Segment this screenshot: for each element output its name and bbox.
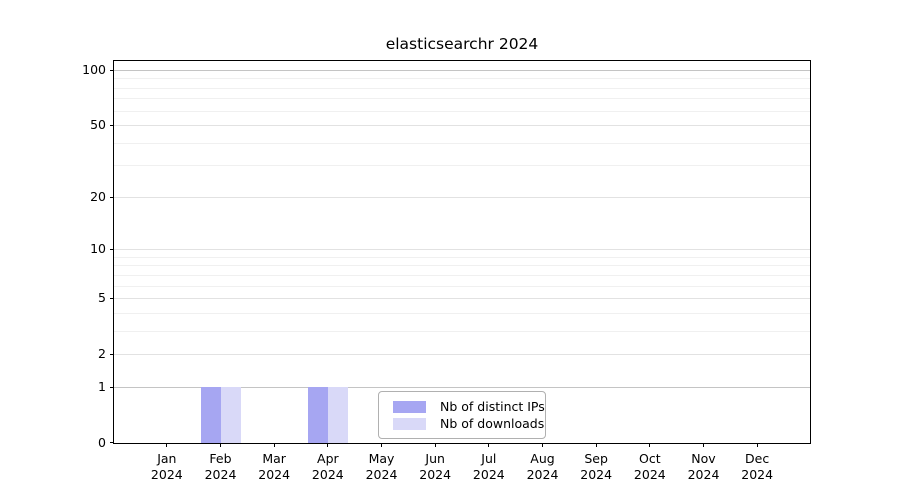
bar-downloads <box>220 387 241 443</box>
x-tick-mark <box>166 443 168 447</box>
x-tick-label-year: 2024 <box>258 466 291 482</box>
y-tick-mark <box>110 354 114 355</box>
x-tick-mark <box>434 443 436 447</box>
y-tick-mark <box>110 298 114 299</box>
x-tick-label: Mar 2024 <box>242 451 306 482</box>
x-tick-mark <box>327 443 329 447</box>
y-tick-mark <box>110 442 114 443</box>
x-tick-label: Sep 2024 <box>564 451 628 482</box>
x-tick-mark <box>542 443 543 447</box>
x-tick-label-month: Feb <box>209 451 232 466</box>
x-tick-label-month: Jan <box>157 451 177 466</box>
gridline-minor <box>114 98 810 99</box>
x-tick-label-month: Oct <box>639 451 661 466</box>
gridline-minor <box>114 331 810 332</box>
x-tick-mark <box>595 443 597 447</box>
gridline-minor <box>114 165 810 166</box>
x-tick-label-year: 2024 <box>204 466 237 482</box>
x-tick-label-year: 2024 <box>633 466 666 482</box>
y-tick-mark <box>110 70 114 71</box>
x-tick-label-month: Mar <box>262 451 286 466</box>
x-tick-label: Dec 2024 <box>725 451 789 482</box>
x-tick-label-year: 2024 <box>419 466 452 482</box>
y-tick-label: 100 <box>82 62 106 77</box>
gridline-major <box>114 354 810 355</box>
gridline-minor <box>114 275 810 276</box>
x-tick-label-month: Apr <box>317 451 339 466</box>
gridline-minor <box>114 78 810 79</box>
x-tick-mark <box>220 443 221 447</box>
gridline-minor <box>114 257 810 258</box>
chart-title: elasticsearchr 2024 <box>385 35 539 53</box>
bar-distinct-ips <box>307 387 328 443</box>
gridline-major <box>114 70 810 71</box>
y-tick-label: 5 <box>98 290 106 305</box>
x-tick-label-month: Aug <box>530 451 555 466</box>
gridline-minor <box>114 286 810 287</box>
gridline-minor <box>114 88 810 89</box>
x-tick-label-year: 2024 <box>150 466 183 482</box>
y-tick-mark <box>110 197 114 198</box>
y-tick-mark <box>110 387 114 388</box>
y-tick-label: 10 <box>90 241 106 256</box>
y-tick-mark <box>110 125 114 126</box>
y-tick-mark <box>110 249 114 250</box>
legend-swatch-distinct-ips <box>393 400 426 413</box>
x-tick-label-month: Jul <box>481 451 497 466</box>
legend-label: Nb of downloads <box>440 416 545 431</box>
x-tick-label-year: 2024 <box>472 466 505 482</box>
x-tick-label-year: 2024 <box>526 466 559 482</box>
gridline-minor <box>114 313 810 314</box>
x-tick-label: Feb 2024 <box>189 451 253 482</box>
x-tick-label-month: Sep <box>584 451 608 466</box>
legend-entry: Nb of downloads <box>393 415 544 432</box>
x-tick-label-year: 2024 <box>311 466 344 482</box>
x-tick-label-year: 2024 <box>687 466 720 482</box>
x-tick-label: Jun 2024 <box>403 451 467 482</box>
x-tick-label-month: Dec <box>745 451 770 466</box>
gridline-major <box>114 249 810 250</box>
x-tick-label: Jan 2024 <box>135 451 199 482</box>
gridline-major <box>114 197 810 198</box>
x-tick-label: Jul 2024 <box>457 451 521 482</box>
y-tick-label: 50 <box>90 117 106 132</box>
x-tick-mark <box>703 443 704 447</box>
y-tick-label: 20 <box>90 189 106 204</box>
gridline-minor <box>114 265 810 266</box>
legend-entry: Nb of distinct IPs <box>393 398 545 415</box>
bar-distinct-ips <box>200 387 221 443</box>
x-tick-label-year: 2024 <box>365 466 398 482</box>
legend: Nb of distinct IPs Nb of downloads <box>378 391 546 439</box>
y-tick-label: 0 <box>98 435 106 450</box>
x-tick-label-month: Jun <box>425 451 445 466</box>
y-tick-label: 1 <box>98 379 106 394</box>
gridline-minor <box>114 143 810 144</box>
x-tick-label: Apr 2024 <box>296 451 360 482</box>
x-tick-label-month: May <box>368 451 395 466</box>
x-tick-label: Nov 2024 <box>672 451 736 482</box>
x-tick-label-year: 2024 <box>741 466 774 482</box>
y-tick-label: 2 <box>98 346 106 361</box>
x-tick-mark <box>273 443 275 447</box>
x-tick-label: May 2024 <box>350 451 414 482</box>
bar-downloads <box>327 387 348 443</box>
x-tick-mark <box>756 443 758 447</box>
plot-area: Nb of distinct IPs Nb of downloads 0 1 2 5 10… <box>82 60 811 482</box>
gridline-minor <box>114 111 810 112</box>
x-tick-label: Aug 2024 <box>511 451 575 482</box>
x-tick-label-year: 2024 <box>580 466 613 482</box>
gridline-major <box>114 125 810 126</box>
legend-swatch-downloads <box>393 417 426 430</box>
legend-label: Nb of distinct IPs <box>440 399 545 414</box>
gridline-major <box>114 298 810 299</box>
x-tick-mark <box>381 443 382 447</box>
x-tick-mark <box>488 443 490 447</box>
gridline-major <box>114 387 810 388</box>
x-tick-label-month: Nov <box>691 451 716 466</box>
x-tick-mark <box>649 443 651 447</box>
x-tick-label: Oct 2024 <box>618 451 682 482</box>
